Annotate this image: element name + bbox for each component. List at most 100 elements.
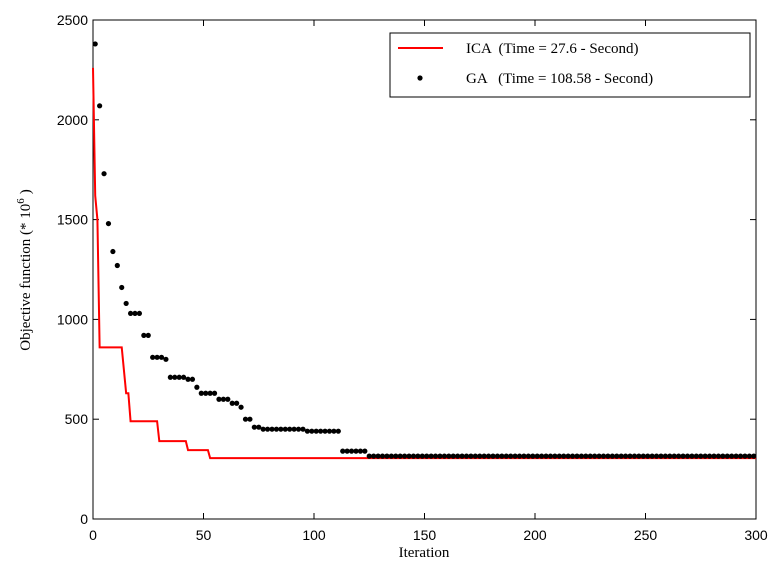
data-point (729, 453, 735, 459)
data-point (163, 356, 169, 362)
y-axis-label: Objective function (* 106) (15, 189, 34, 351)
x-tick-label: 300 (744, 527, 768, 543)
data-point (287, 426, 293, 432)
data-point (393, 453, 399, 459)
data-point (278, 426, 284, 432)
data-point (97, 103, 103, 109)
data-point (684, 453, 691, 459)
data-point (384, 453, 390, 459)
x-tick-label: 50 (196, 527, 212, 543)
data-point (649, 453, 655, 459)
data-point (742, 453, 748, 459)
data-point (136, 310, 143, 317)
data-point (631, 453, 638, 459)
data-point (331, 428, 337, 434)
data-point (123, 300, 129, 307)
data-point (693, 453, 699, 459)
data-point (371, 453, 377, 459)
x-axis-label: Iteration (399, 545, 450, 561)
data-point (569, 453, 576, 459)
data-point (667, 453, 673, 459)
y-tick-label: 1000 (57, 311, 88, 327)
data-point (490, 453, 496, 459)
data-point (309, 428, 315, 434)
data-point (207, 390, 213, 396)
data-point (234, 400, 240, 406)
data-point (578, 453, 585, 459)
data-point (689, 453, 695, 459)
data-point (698, 453, 704, 459)
data-point (247, 416, 253, 422)
data-point (353, 448, 359, 454)
data-point (194, 384, 200, 390)
x-tick-label: 200 (523, 527, 547, 543)
data-point (539, 453, 545, 459)
data-point (432, 453, 439, 459)
data-point (291, 426, 297, 432)
data-point (318, 428, 324, 434)
data-point (627, 453, 633, 459)
data-point (203, 390, 209, 396)
data-point (499, 453, 505, 459)
y-label-superscript: 6 (15, 198, 27, 204)
data-point (547, 453, 554, 459)
data-point (724, 453, 730, 459)
data-point (614, 453, 620, 459)
data-point (645, 453, 651, 459)
data-point (653, 453, 660, 459)
data-point (459, 453, 465, 459)
x-tick-label: 150 (413, 527, 437, 543)
data-point (304, 428, 310, 434)
data-point (658, 453, 664, 459)
data-point (167, 374, 173, 380)
data-point (720, 453, 726, 459)
data-point (375, 453, 381, 459)
data-point (211, 390, 218, 396)
data-point (362, 448, 368, 454)
data-point (176, 374, 182, 380)
data-point (225, 396, 231, 402)
legend-label: ICA (Time = 27.6 - Second) (466, 41, 639, 57)
data-point (216, 396, 222, 402)
data-point (181, 374, 187, 380)
data-point (114, 262, 120, 269)
legend-marker (417, 75, 423, 81)
data-point (322, 428, 328, 434)
data-point (158, 354, 165, 360)
data-point (424, 453, 430, 459)
data-point (512, 453, 518, 459)
data-point (556, 453, 562, 459)
data-point (282, 426, 288, 432)
data-point (344, 448, 350, 454)
data-point (455, 453, 461, 459)
data-point (300, 426, 306, 432)
data-point (592, 453, 598, 459)
data-point (596, 453, 602, 459)
data-point (326, 428, 333, 434)
data-point (340, 448, 346, 454)
data-point (477, 453, 483, 459)
data-point (441, 453, 447, 459)
data-point (256, 424, 262, 430)
data-point (702, 453, 708, 459)
data-point (105, 220, 112, 227)
data-point (534, 453, 540, 459)
data-point (220, 396, 226, 402)
data-point (185, 376, 191, 382)
data-point (141, 332, 147, 338)
data-point (110, 248, 116, 255)
data-point (410, 453, 417, 459)
data-point (269, 426, 275, 432)
data-point (295, 426, 302, 432)
data-point (530, 453, 536, 459)
data-point (357, 448, 364, 454)
data-point (623, 453, 629, 459)
data-point (676, 453, 682, 459)
data-point (238, 404, 244, 410)
data-point (189, 376, 196, 382)
data-point (450, 453, 456, 459)
data-point (737, 453, 744, 459)
data-point (706, 453, 713, 459)
data-point (472, 453, 478, 459)
data-point (587, 453, 593, 459)
